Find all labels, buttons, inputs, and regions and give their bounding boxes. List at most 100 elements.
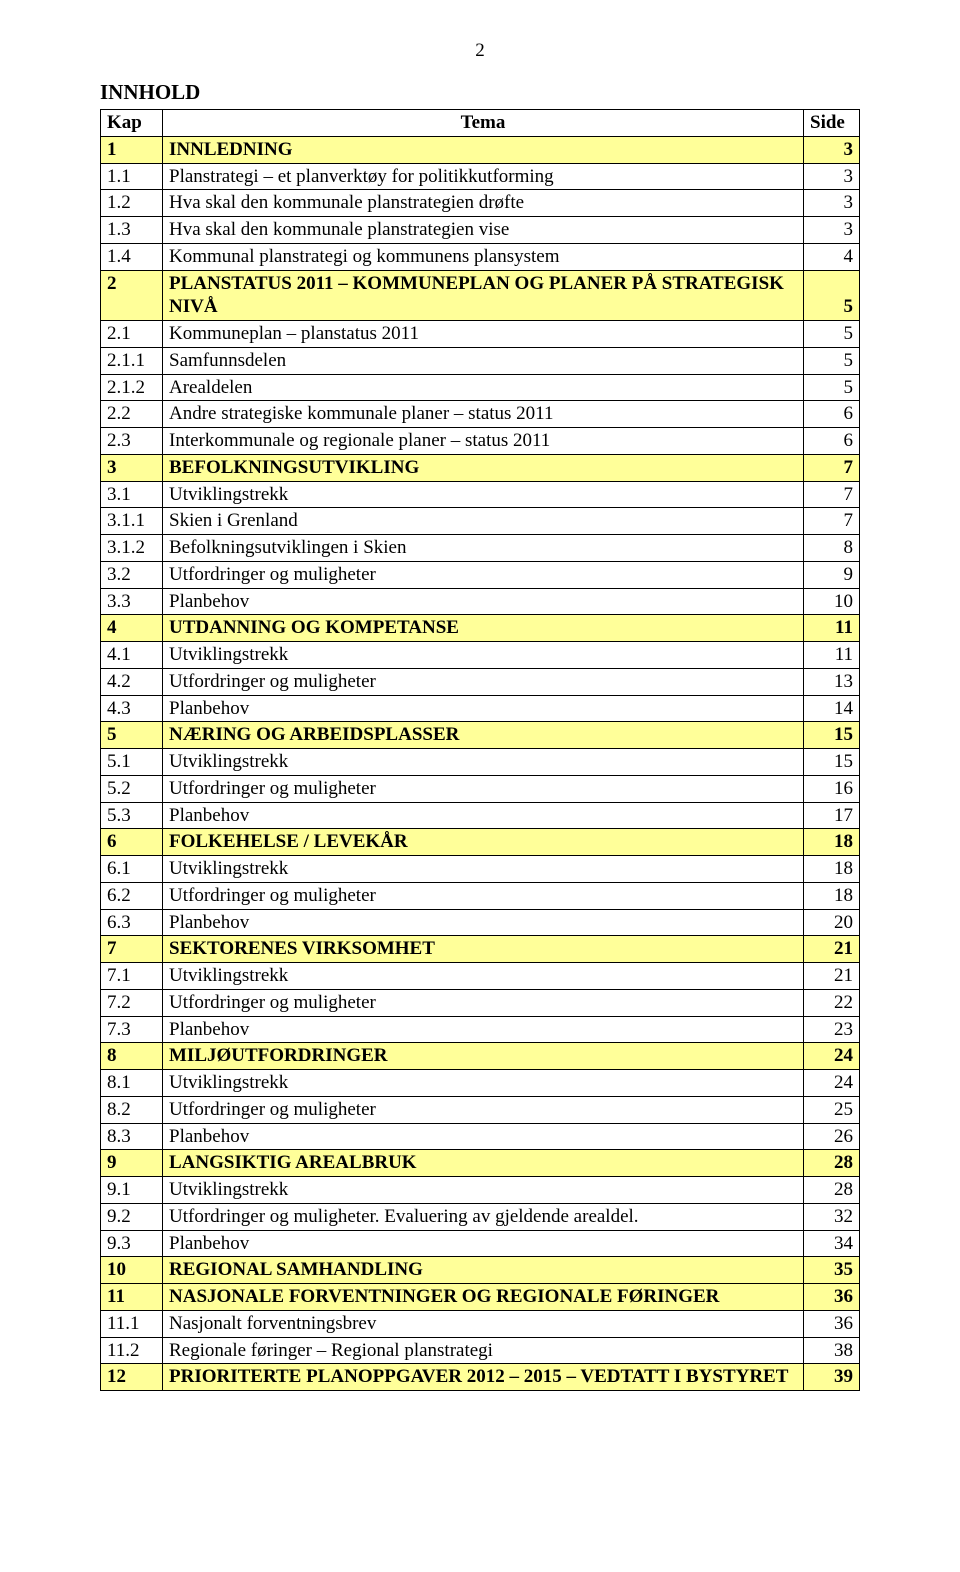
cell-tema: UTDANNING OG KOMPETANSE [163, 615, 804, 642]
cell-side: 5 [804, 321, 860, 348]
cell-side: 15 [804, 749, 860, 776]
cell-kap: 4.1 [101, 642, 163, 669]
cell-tema: Planbehov [163, 1016, 804, 1043]
cell-tema: Kommunal planstrategi og kommunens plans… [163, 243, 804, 270]
cell-side: 4 [804, 243, 860, 270]
cell-tema: PLANSTATUS 2011 – KOMMUNEPLAN OG PLANER … [163, 270, 804, 321]
cell-tema: Kommuneplan – planstatus 2011 [163, 321, 804, 348]
cell-kap: 9.3 [101, 1230, 163, 1257]
table-row: 2.1.1Samfunnsdelen5 [101, 347, 860, 374]
cell-side: 28 [804, 1150, 860, 1177]
cell-side: 11 [804, 642, 860, 669]
table-row: 2.2Andre strategiske kommunale planer – … [101, 401, 860, 428]
cell-side: 3 [804, 190, 860, 217]
cell-tema: Planbehov [163, 1230, 804, 1257]
cell-tema: NÆRING OG ARBEIDSPLASSER [163, 722, 804, 749]
cell-tema: Utfordringer og muligheter [163, 882, 804, 909]
table-row: 7.3Planbehov23 [101, 1016, 860, 1043]
cell-side: 25 [804, 1096, 860, 1123]
cell-kap: 11.1 [101, 1310, 163, 1337]
col-header-side: Side [804, 110, 860, 137]
table-row: 2.1.2Arealdelen5 [101, 374, 860, 401]
cell-kap: 2.1 [101, 321, 163, 348]
cell-kap: 9.2 [101, 1203, 163, 1230]
cell-side: 28 [804, 1177, 860, 1204]
cell-side: 18 [804, 856, 860, 883]
cell-side: 21 [804, 963, 860, 990]
cell-tema: REGIONAL SAMHANDLING [163, 1257, 804, 1284]
cell-kap: 2.1.1 [101, 347, 163, 374]
cell-side: 5 [804, 347, 860, 374]
table-row: 9.3Planbehov34 [101, 1230, 860, 1257]
table-row: 9LANGSIKTIG AREALBRUK28 [101, 1150, 860, 1177]
table-row: 8.2Utfordringer og muligheter25 [101, 1096, 860, 1123]
table-row: 9.2Utfordringer og muligheter. Evaluerin… [101, 1203, 860, 1230]
cell-kap: 2.2 [101, 401, 163, 428]
cell-tema: Utviklingstrekk [163, 642, 804, 669]
cell-side: 6 [804, 401, 860, 428]
table-row: 9.1Utviklingstrekk28 [101, 1177, 860, 1204]
cell-kap: 11.2 [101, 1337, 163, 1364]
cell-side: 23 [804, 1016, 860, 1043]
cell-tema: Utfordringer og muligheter [163, 775, 804, 802]
cell-kap: 4 [101, 615, 163, 642]
cell-side: 3 [804, 136, 860, 163]
cell-kap: 3.1.1 [101, 508, 163, 535]
cell-side: 36 [804, 1310, 860, 1337]
cell-side: 22 [804, 989, 860, 1016]
cell-side: 17 [804, 802, 860, 829]
table-row: 11.1Nasjonalt forventningsbrev36 [101, 1310, 860, 1337]
cell-kap: 2.3 [101, 428, 163, 455]
cell-kap: 8.2 [101, 1096, 163, 1123]
cell-tema: Arealdelen [163, 374, 804, 401]
cell-kap: 4.2 [101, 668, 163, 695]
table-row: 8MILJØUTFORDRINGER24 [101, 1043, 860, 1070]
cell-tema: Samfunnsdelen [163, 347, 804, 374]
cell-kap: 3.2 [101, 561, 163, 588]
cell-kap: 1.1 [101, 163, 163, 190]
document-page: 2 INNHOLD Kap Tema Side 1INNLEDNING31.1P… [0, 0, 960, 1431]
cell-kap: 4.3 [101, 695, 163, 722]
cell-kap: 5.3 [101, 802, 163, 829]
table-row: 1.4Kommunal planstrategi og kommunens pl… [101, 243, 860, 270]
table-row: 1INNLEDNING3 [101, 136, 860, 163]
cell-kap: 7 [101, 936, 163, 963]
cell-side: 24 [804, 1070, 860, 1097]
cell-side: 5 [804, 374, 860, 401]
table-row: 7SEKTORENES VIRKSOMHET21 [101, 936, 860, 963]
table-row: 3.3Planbehov10 [101, 588, 860, 615]
table-row: 3.1.1Skien i Grenland7 [101, 508, 860, 535]
table-row: 4UTDANNING OG KOMPETANSE11 [101, 615, 860, 642]
cell-kap: 10 [101, 1257, 163, 1284]
cell-tema: FOLKEHELSE / LEVEKÅR [163, 829, 804, 856]
cell-side: 20 [804, 909, 860, 936]
cell-kap: 6.3 [101, 909, 163, 936]
cell-kap: 8.3 [101, 1123, 163, 1150]
cell-kap: 7.3 [101, 1016, 163, 1043]
cell-side: 7 [804, 481, 860, 508]
cell-tema: Utfordringer og muligheter [163, 668, 804, 695]
table-row: 10REGIONAL SAMHANDLING35 [101, 1257, 860, 1284]
cell-tema: Utfordringer og muligheter [163, 561, 804, 588]
table-row: 1.3Hva skal den kommunale planstrategien… [101, 217, 860, 244]
cell-kap: 1.3 [101, 217, 163, 244]
table-row: 8.3Planbehov26 [101, 1123, 860, 1150]
table-row: 5NÆRING OG ARBEIDSPLASSER15 [101, 722, 860, 749]
cell-side: 24 [804, 1043, 860, 1070]
table-row: 3.2Utfordringer og muligheter9 [101, 561, 860, 588]
cell-tema: Hva skal den kommunale planstrategien vi… [163, 217, 804, 244]
cell-tema: Planbehov [163, 909, 804, 936]
table-row: 2PLANSTATUS 2011 – KOMMUNEPLAN OG PLANER… [101, 270, 860, 321]
cell-kap: 5 [101, 722, 163, 749]
cell-kap: 6.2 [101, 882, 163, 909]
cell-kap: 5.2 [101, 775, 163, 802]
cell-side: 8 [804, 535, 860, 562]
cell-tema: Regionale føringer – Regional planstrate… [163, 1337, 804, 1364]
cell-kap: 1.4 [101, 243, 163, 270]
cell-tema: Planbehov [163, 1123, 804, 1150]
cell-side: 6 [804, 428, 860, 455]
table-row: 2.1Kommuneplan – planstatus 20115 [101, 321, 860, 348]
table-row: 5.2Utfordringer og muligheter16 [101, 775, 860, 802]
cell-kap: 6 [101, 829, 163, 856]
toc-table: Kap Tema Side 1INNLEDNING31.1Planstrateg… [100, 109, 860, 1391]
